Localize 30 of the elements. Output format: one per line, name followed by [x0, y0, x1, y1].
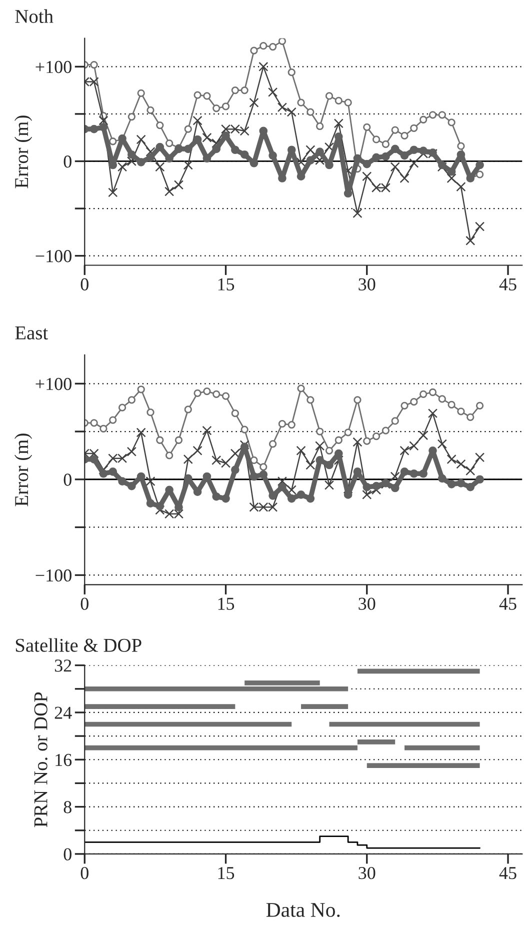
x-tick-label: 45 [499, 867, 516, 880]
y-tick-label: 0 [64, 155, 72, 168]
y-tick-label: +100 [36, 378, 72, 390]
x-tick-label: 0 [80, 598, 88, 610]
y-axis-title: Error (m) [14, 116, 32, 188]
x-tick-label: 15 [218, 867, 234, 880]
y-tick-label: +100 [36, 60, 72, 74]
y-tick-label: −100 [36, 569, 72, 582]
chart-title: Satellite & DOP [16, 638, 142, 652]
x-tick-label: 15 [218, 598, 234, 610]
y-tick-label: −100 [36, 250, 72, 262]
y-tick-label: 0 [64, 474, 72, 486]
x-axis-title: Data No. [266, 903, 340, 918]
x-tick-label: 15 [218, 278, 234, 290]
x-tick-label: 30 [358, 866, 376, 880]
chart-title: East [15, 326, 48, 340]
y-tick-label: 24 [54, 706, 72, 719]
x-tick-label: 45 [499, 278, 516, 290]
y-tick-label: 32 [54, 660, 72, 672]
chart-title: Noth [15, 9, 54, 23]
y-tick-label: 0 [64, 848, 72, 860]
x-tick-label: 0 [80, 866, 88, 880]
x-tick-label: 30 [358, 598, 376, 610]
x-tick-label: 45 [499, 598, 516, 610]
y-axis-title: PRN No. or DOP [34, 692, 48, 828]
y-tick-label: 8 [64, 801, 72, 814]
x-tick-label: 0 [80, 278, 88, 290]
y-axis-title: Error (m) [14, 434, 32, 506]
y-tick-label: 16 [56, 754, 72, 766]
x-tick-label: 30 [358, 278, 376, 290]
